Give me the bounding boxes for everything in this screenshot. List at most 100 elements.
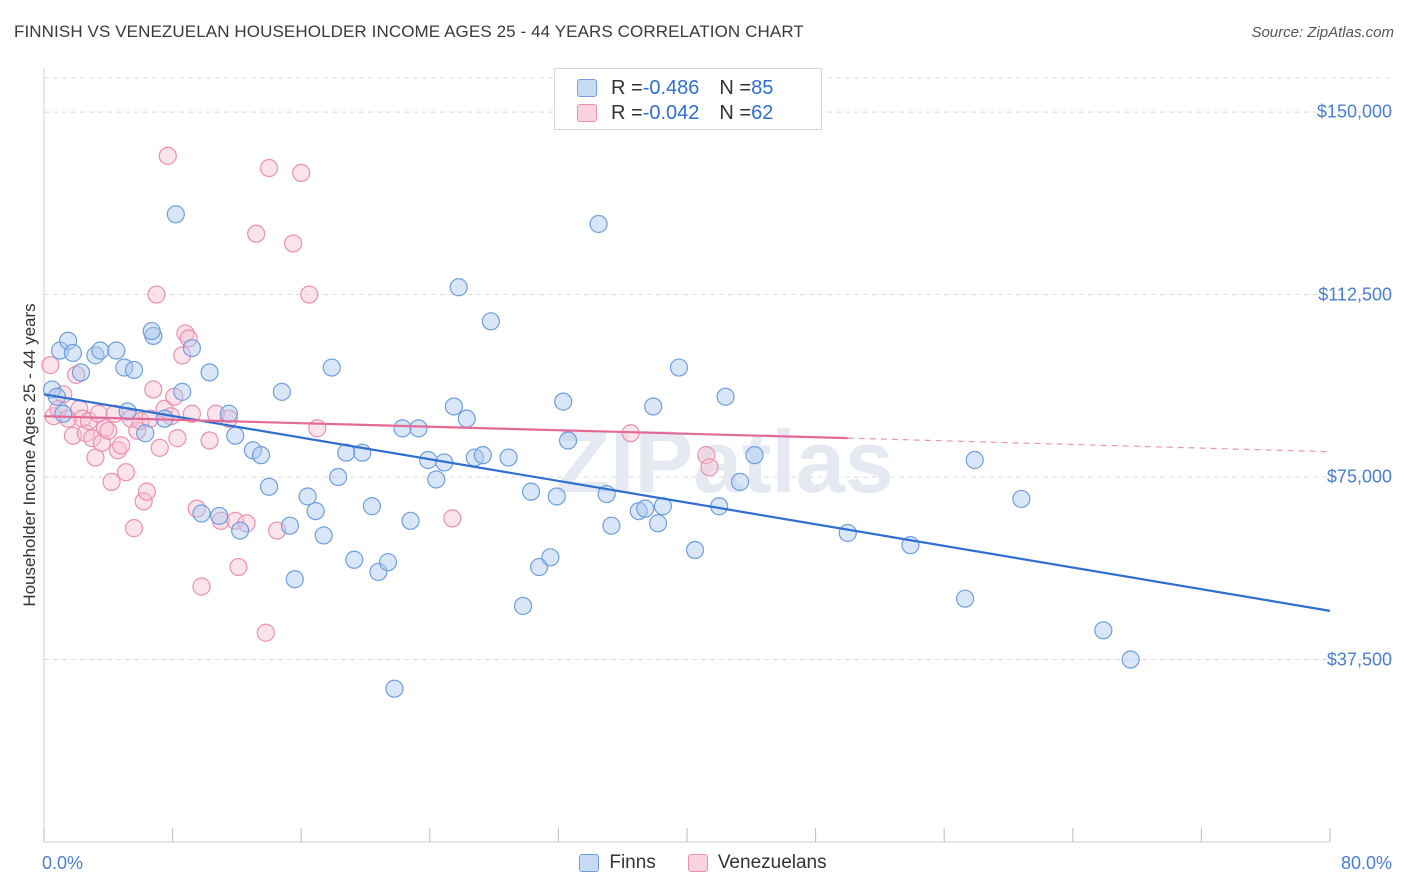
finns-point [589, 214, 608, 234]
venezuelans-trend-extension [847, 437, 1331, 453]
venezuelans-point [150, 438, 169, 457]
finns-point [298, 487, 317, 506]
finns-point [513, 596, 533, 616]
venezuelans-point [95, 419, 115, 438]
venezuelans-point [247, 224, 266, 243]
venezuelans-point [112, 436, 131, 455]
legend-r-value: -0.486 [642, 76, 700, 99]
finns-point [322, 358, 341, 377]
finns-point [166, 205, 185, 224]
venezuelans-point [229, 557, 248, 577]
finns-point [644, 397, 663, 416]
finns-point [636, 499, 655, 518]
venezuelans-trend-line [43, 415, 848, 440]
x-tick-label-max: 80.0% [1340, 853, 1392, 873]
venezuelans-point [147, 285, 166, 304]
finns-point [329, 467, 348, 487]
stats-legend: R = -0.486 N = 85 R = -0.042 N = 62 [554, 68, 822, 130]
finns-point [226, 426, 245, 445]
finns-point [1094, 621, 1113, 640]
venezuelans-point [67, 365, 86, 384]
venezuelans-point [173, 346, 192, 365]
venezuelans-point [124, 519, 144, 538]
venezuelans-point [219, 409, 238, 428]
finns-point [401, 511, 420, 530]
legend-r-value: -0.042 [642, 101, 700, 124]
venezuelans-point [116, 463, 136, 482]
finns-point [547, 487, 566, 506]
finns-point [427, 470, 446, 489]
finns-point [955, 589, 975, 608]
finns-point [1012, 489, 1031, 509]
finns-point [378, 553, 398, 572]
finns-point [192, 504, 211, 523]
finns-point [499, 448, 518, 467]
venezuelans-point [158, 146, 177, 165]
finns-point [314, 526, 333, 545]
finns-point [745, 446, 764, 465]
venezuelans-point [41, 356, 60, 375]
finns-point [444, 397, 464, 416]
chart-title: FINNISH VS VENEZUELAN HOUSEHOLDER INCOME… [14, 22, 804, 41]
finns-point [965, 450, 984, 470]
finns-trend-line [43, 393, 1331, 612]
venezuelans-point [168, 429, 187, 448]
venezuelans-point [179, 329, 198, 348]
finns-point [602, 516, 621, 535]
finns-point [1121, 650, 1140, 669]
finns-point [393, 419, 412, 438]
legend-n-value: 62 [751, 101, 774, 124]
venezuelans-point [200, 431, 219, 450]
legend-n-label: N = [719, 76, 752, 99]
watermark: ZIPatlas [556, 412, 893, 511]
finns-legend-swatch [579, 854, 600, 872]
venezuelans-point [284, 234, 303, 253]
venezuelans-legend-swatch [687, 854, 708, 872]
finns-point [91, 341, 110, 360]
venezuelans-point [700, 458, 719, 477]
finns-point [63, 343, 83, 363]
finns-point [685, 540, 705, 560]
source-credit: Source: ZipAtlas.com [1251, 24, 1394, 41]
finns-point [251, 446, 271, 465]
y-tick-label: $112,500 [1318, 284, 1392, 305]
finns-point [521, 482, 541, 501]
venezuelans-point [102, 472, 121, 491]
finns-point [136, 424, 155, 443]
finns-point [449, 278, 468, 297]
finns-point [362, 497, 382, 516]
finns-point [142, 321, 161, 341]
venezuelans-point [443, 509, 462, 528]
finns-point [730, 472, 750, 491]
finns-point [385, 679, 404, 698]
venezuelans-point [108, 441, 128, 460]
finns-point [541, 548, 560, 567]
venezuelans-point [300, 285, 319, 304]
finns-point [285, 570, 304, 589]
legend-n-label: N = [719, 101, 752, 124]
finns-point [231, 521, 250, 540]
finns-point [107, 341, 126, 360]
venezuelans-point [237, 514, 256, 533]
legend-row-venezuelans: R = -0.042 N = 62 [577, 102, 773, 124]
finns-point [272, 382, 292, 401]
finns-point [210, 506, 229, 526]
finns-point [182, 338, 201, 358]
finns-point [280, 516, 300, 535]
finns-point [457, 409, 476, 428]
finns-point [838, 523, 857, 543]
finns-point [306, 501, 325, 521]
venezuelans-point [259, 158, 279, 178]
venezuelans-point [292, 163, 311, 182]
venezuelans-point [134, 492, 153, 511]
finns-point [558, 431, 578, 450]
finns-point [481, 312, 500, 331]
finns-point [259, 477, 279, 496]
finns-point [219, 404, 238, 423]
finns-point [409, 419, 428, 438]
venezuelans-point [99, 421, 118, 440]
finns-legend-label: Finns [609, 852, 656, 873]
legend-r-label: R = [611, 76, 643, 99]
finns-point [200, 363, 219, 382]
